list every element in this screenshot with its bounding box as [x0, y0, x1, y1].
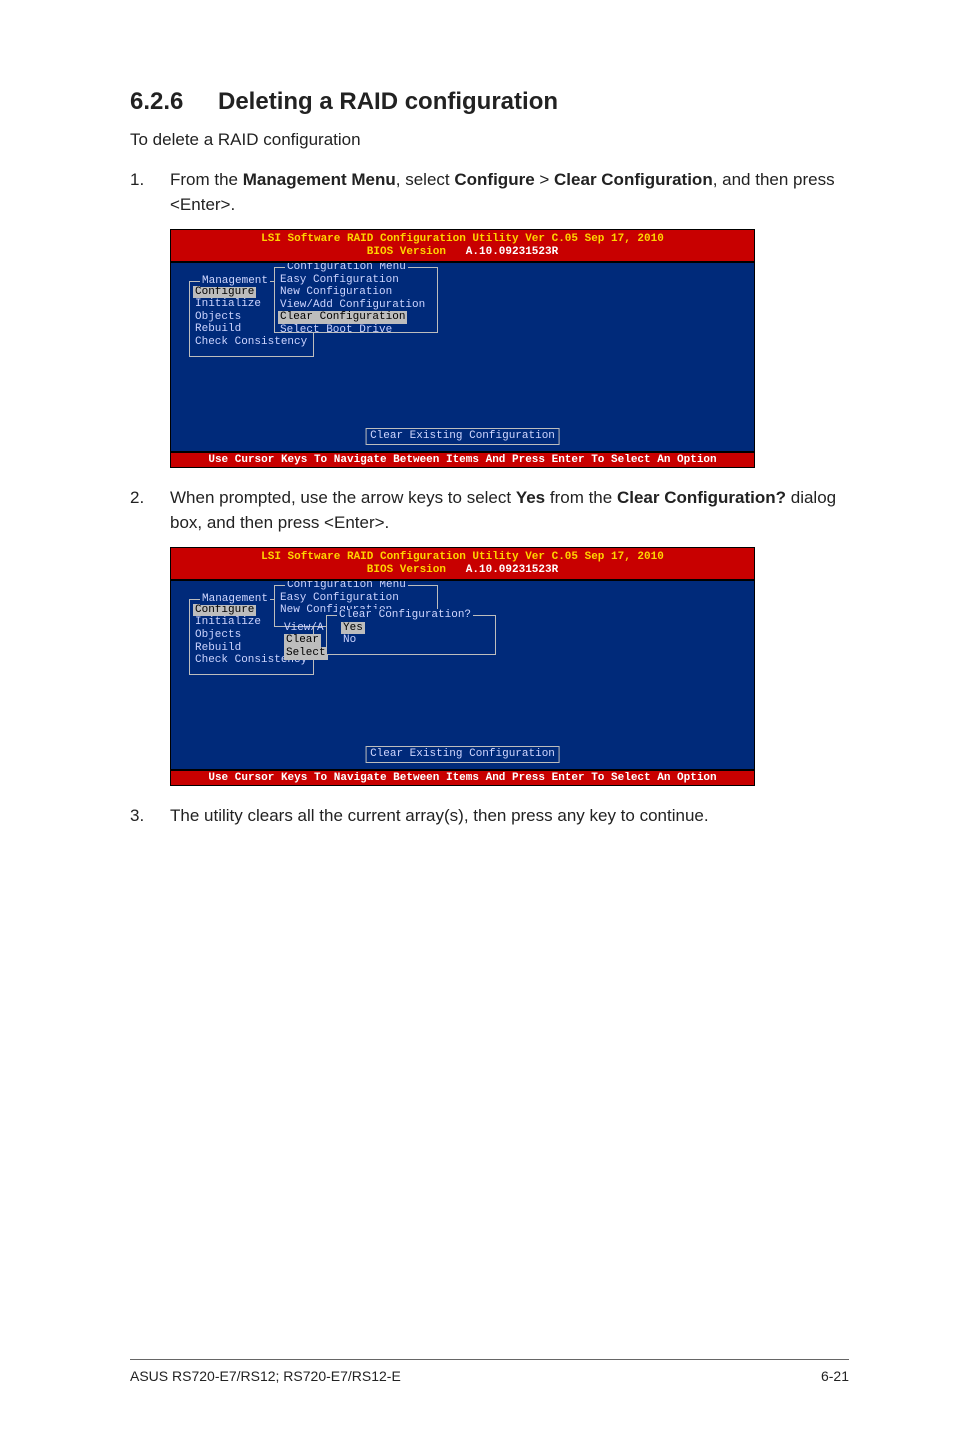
bios-title-line1: LSI Software RAID Configuration Utility …	[261, 233, 664, 245]
bios-help-footer: Use Cursor Keys To Navigate Between Item…	[171, 771, 754, 786]
clear-configuration-title: Clear Configuration?	[337, 609, 473, 622]
section-title: Deleting a RAID configuration	[218, 88, 558, 115]
bios-main-area: Management Configure Initialize Objects …	[171, 261, 754, 453]
management-menu-title: Management	[200, 593, 270, 606]
bios-version-value: A.10.09231523R	[466, 246, 558, 258]
bios-version-value: A.10.09231523R	[466, 564, 558, 576]
cfg-trailing-select: Select	[284, 647, 328, 660]
clearq-yes: Yes	[343, 622, 490, 635]
bios-screenshot-1: LSI Software RAID Configuration Utility …	[170, 229, 755, 468]
step-body: When prompted, use the arrow keys to sel…	[170, 486, 849, 535]
intro-text: To delete a RAID configuration	[130, 130, 849, 150]
cfg-item-clear: Clear Configuration	[280, 311, 432, 324]
cfg-trailing-viewa: View/A Clear Select	[279, 622, 326, 660]
bios-title-line1: LSI Software RAID Configuration Utility …	[261, 551, 664, 563]
bios-header: LSI Software RAID Configuration Utility …	[171, 548, 754, 578]
bios-status-box: Clear Existing Configuration	[365, 428, 560, 445]
bios-header: LSI Software RAID Configuration Utility …	[171, 230, 754, 260]
configuration-menu-title: Configuration Menu	[285, 261, 408, 274]
cfg-item-selectboot: Select Boot Drive	[280, 324, 432, 337]
footer-product: ASUS RS720-E7/RS12; RS720-E7/RS12-E	[130, 1368, 401, 1384]
bios-screenshot-2: LSI Software RAID Configuration Utility …	[170, 547, 755, 786]
step-number: 3.	[130, 804, 170, 829]
mgmt-item-check: Check Consistency	[195, 336, 308, 349]
bios-help-footer: Use Cursor Keys To Navigate Between Item…	[171, 453, 754, 468]
page-footer: ASUS RS720-E7/RS12; RS720-E7/RS12-E 6-21	[130, 1359, 849, 1384]
configuration-menu-box: Configuration Menu Easy Configuration Ne…	[274, 267, 438, 333]
cfg-trailing-clear: Clear	[284, 634, 321, 647]
clearq-no: No	[343, 634, 490, 647]
step-1: 1. From the Management Menu, select Conf…	[130, 168, 849, 217]
bios-main-area: Management Configure Initialize Objects …	[171, 579, 754, 771]
section-number: 6.2.6	[130, 88, 218, 116]
step-3: 3. The utility clears all the current ar…	[130, 804, 849, 829]
cfg-item-new: New Configuration	[280, 286, 432, 299]
footer-page-number: 6-21	[821, 1368, 849, 1384]
step-2: 2. When prompted, use the arrow keys to …	[130, 486, 849, 535]
section-heading: 6.2.6Deleting a RAID configuration	[130, 88, 849, 116]
configuration-menu-title: Configuration Menu	[285, 579, 408, 592]
step-body: From the Management Menu, select Configu…	[170, 168, 849, 217]
bios-version-label: BIOS Version	[367, 564, 446, 576]
step-number: 2.	[130, 486, 170, 535]
management-menu-title: Management	[200, 275, 270, 288]
clear-configuration-dialog: Clear Configuration? Yes No	[326, 615, 496, 655]
step-number: 1.	[130, 168, 170, 217]
step-body: The utility clears all the current array…	[170, 804, 849, 829]
cfg-item-easy: Easy Configuration	[280, 274, 432, 287]
cfg-item-viewadd: View/Add Configuration	[280, 299, 432, 312]
bios-status-box: Clear Existing Configuration	[365, 746, 560, 763]
bios-version-label: BIOS Version	[367, 246, 446, 258]
cfg-item-easy: Easy Configuration	[280, 592, 432, 605]
